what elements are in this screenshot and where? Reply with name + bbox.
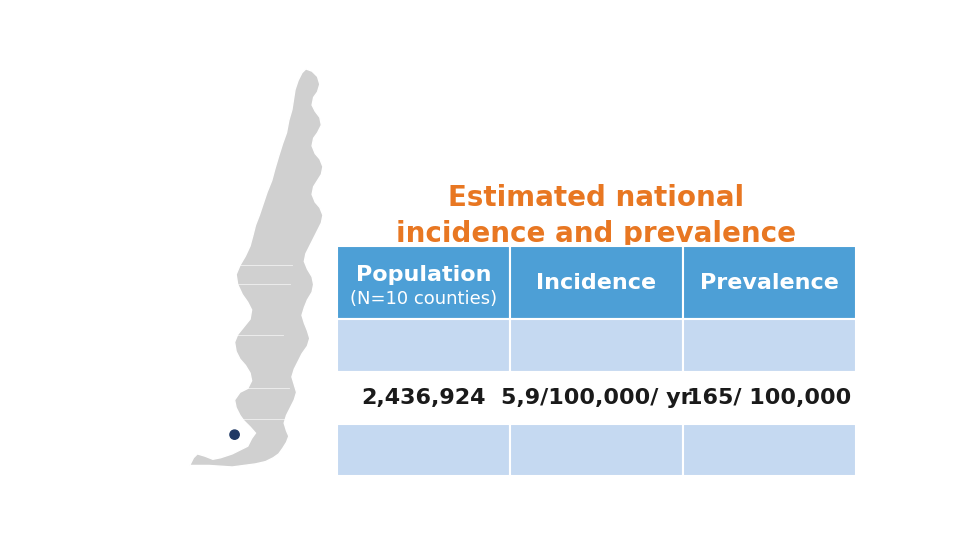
Polygon shape <box>190 69 323 467</box>
Text: 5,9/100,000/ yr: 5,9/100,000/ yr <box>502 388 691 408</box>
Bar <box>337 424 510 476</box>
Bar <box>683 424 856 476</box>
Text: Estimated national
incidence and prevalence: Estimated national incidence and prevale… <box>396 184 796 248</box>
Bar <box>337 371 510 424</box>
Bar <box>683 319 856 371</box>
Bar <box>510 319 683 371</box>
Text: Incidence: Incidence <box>536 273 657 293</box>
Bar <box>510 424 683 476</box>
Text: 2,436,924: 2,436,924 <box>362 388 485 408</box>
Bar <box>337 246 510 319</box>
Bar <box>510 246 683 319</box>
Text: Prevalence: Prevalence <box>700 273 839 293</box>
Bar <box>683 371 856 424</box>
Text: (N=10 counties): (N=10 counties) <box>350 289 497 308</box>
Circle shape <box>230 430 239 439</box>
Text: Population: Population <box>356 265 491 285</box>
Bar <box>683 246 856 319</box>
Bar <box>510 371 683 424</box>
Text: 165/ 100,000: 165/ 100,000 <box>688 388 852 408</box>
Bar <box>337 319 510 371</box>
